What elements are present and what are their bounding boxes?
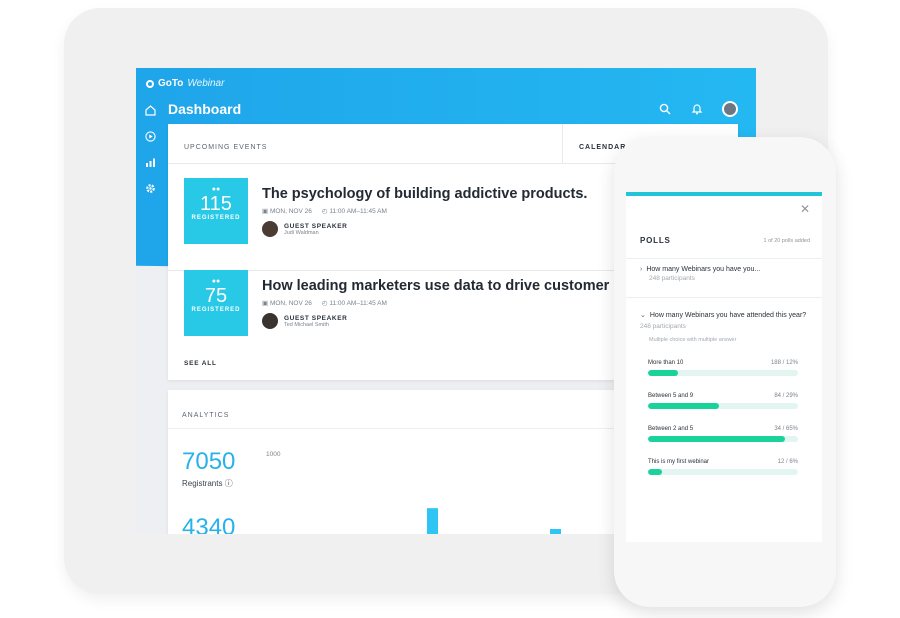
bell-icon[interactable] [690,102,704,116]
registered-badge: ●● 75 REGISTERED [184,270,248,336]
speaker-name: Ted Michael Smith [284,321,329,328]
option-bar-fill [648,469,662,475]
chart-bar [427,508,438,534]
attendees-value: 4340 [182,514,236,534]
option-label: Between 5 and 9 [648,393,694,399]
analytics-icon[interactable] [144,156,156,168]
event-title[interactable]: How leading marketers use data to drive … [262,278,610,294]
people-icon: ●● [211,278,221,285]
analytics-label: ANALYTICS [182,412,230,419]
brand-bold: GoTo [158,78,184,89]
event-speaker: GUEST SPEAKER Judi Waldman [262,221,347,237]
option-bar [648,403,798,409]
question-participants: 248 participants [640,323,686,330]
option-bar [648,436,798,442]
option-value: 188 / 12% [770,360,798,366]
poll-option: More than 10 188 / 12% [648,360,798,376]
polls-count: 1 of 20 polls added [763,238,810,244]
brand-italic: Webinar [187,78,225,89]
speaker-avatar [262,221,278,237]
polls-title: POLLS [640,236,671,245]
question-text: How many Webinars you have attended this… [649,312,807,319]
speaker-name: Judi Waldman [284,229,319,236]
people-icon: ●● [211,186,221,193]
option-label: Between 2 and 5 [648,426,694,432]
analytics-chart: 1000800600 [266,451,561,534]
question-text: How many Webinars you have you... [646,266,761,273]
registrants-label: Registrants ⓘ [182,479,233,488]
option-value: 84 / 29% [774,393,798,399]
option-value: 12 / 6% [777,459,798,465]
registered-label: REGISTERED [191,215,241,221]
calendar-icon: ▣ [262,208,270,215]
goto-logo-icon [146,79,154,88]
side-nav [144,104,156,194]
event-speaker: GUEST SPEAKER Ted Michael Smith [262,313,347,329]
option-bar-fill [648,436,785,442]
chevron-down-icon: ⌄ [640,312,646,319]
home-icon[interactable] [144,104,156,116]
poll-question-expanded[interactable]: ⌄ How many Webinars you have attended thi… [640,310,812,343]
analytics-divider [168,428,738,429]
poll-question-collapsed[interactable]: › How many Webinars you have you... 248 p… [640,264,810,282]
registered-label: REGISTERED [191,307,241,313]
event-item[interactable]: ●● 75 REGISTERED How leading marketers u… [184,270,744,344]
event-title[interactable]: The psychology of building addictive pro… [262,186,588,202]
option-bar [648,370,798,376]
upcoming-events-label: UPCOMING EVENTS [184,144,268,151]
event-time: ◴ 11:00 AM–11:45 AM [321,208,387,215]
registrants-value: 7050 [182,448,236,475]
event-date: ▣ MON, NOV 26 [262,300,312,307]
question-participants: 248 participants [649,275,695,282]
option-bar [648,469,798,475]
option-value: 34 / 65% [774,426,798,432]
calendar-tab[interactable]: CALENDAR [562,124,626,164]
polls-accent-bar [626,192,822,196]
poll-option: Between 5 and 9 84 / 29% [648,393,798,409]
poll-option: Between 2 and 5 34 / 65% [648,426,798,442]
close-icon[interactable]: ✕ [799,202,810,216]
speaker-role: GUEST SPEAKER [284,314,348,322]
page-title: Dashboard [168,101,242,117]
gear-icon[interactable] [144,182,156,194]
user-avatar[interactable] [722,101,738,117]
option-label: More than 10 [648,360,684,366]
event-time: ◴ 11:00 AM–11:45 AM [321,300,387,307]
polls-separator [626,258,822,259]
event-date: ▣ MON, NOV 26 [262,208,312,215]
event-meta: ▣ MON, NOV 26 ◴ 11:00 AM–11:45 AM [262,299,387,307]
search-icon[interactable] [658,102,672,116]
play-icon[interactable] [144,130,156,142]
event-item[interactable]: ●● 115 REGISTERED The psychology of buil… [184,178,744,252]
option-bar-fill [648,370,678,376]
info-icon[interactable]: ⓘ [224,479,233,488]
poll-option: This is my first webinar 12 / 6% [648,459,798,475]
clock-icon: ◴ [321,208,330,215]
registered-count: 115 [200,193,232,215]
events-card-header: UPCOMING EVENTS CALENDAR [168,124,738,164]
calendar-icon: ▣ [262,300,270,307]
see-all-link[interactable]: SEE ALL [184,360,217,367]
event-divider [168,270,738,271]
question-note: Multiple choice with multiple answer [649,337,737,343]
registered-badge: ●● 115 REGISTERED [184,178,248,244]
speaker-avatar [262,313,278,329]
brand-logo: GoTo Webinar [146,78,224,89]
chart-bar [550,529,561,534]
clock-icon: ◴ [321,300,330,307]
polls-separator [626,297,822,298]
speaker-role: GUEST SPEAKER [284,222,348,230]
option-bar-fill [648,403,719,409]
y-tick-label: 1000 [266,451,281,458]
option-label: This is my first webinar [648,459,710,465]
chevron-right-icon: › [640,266,643,273]
registered-count: 75 [204,285,228,307]
phone-screen: ✕ POLLS 1 of 20 polls added › How many We… [626,192,822,542]
event-meta: ▣ MON, NOV 26 ◴ 11:00 AM–11:45 AM [262,207,387,215]
header-actions [658,101,738,117]
